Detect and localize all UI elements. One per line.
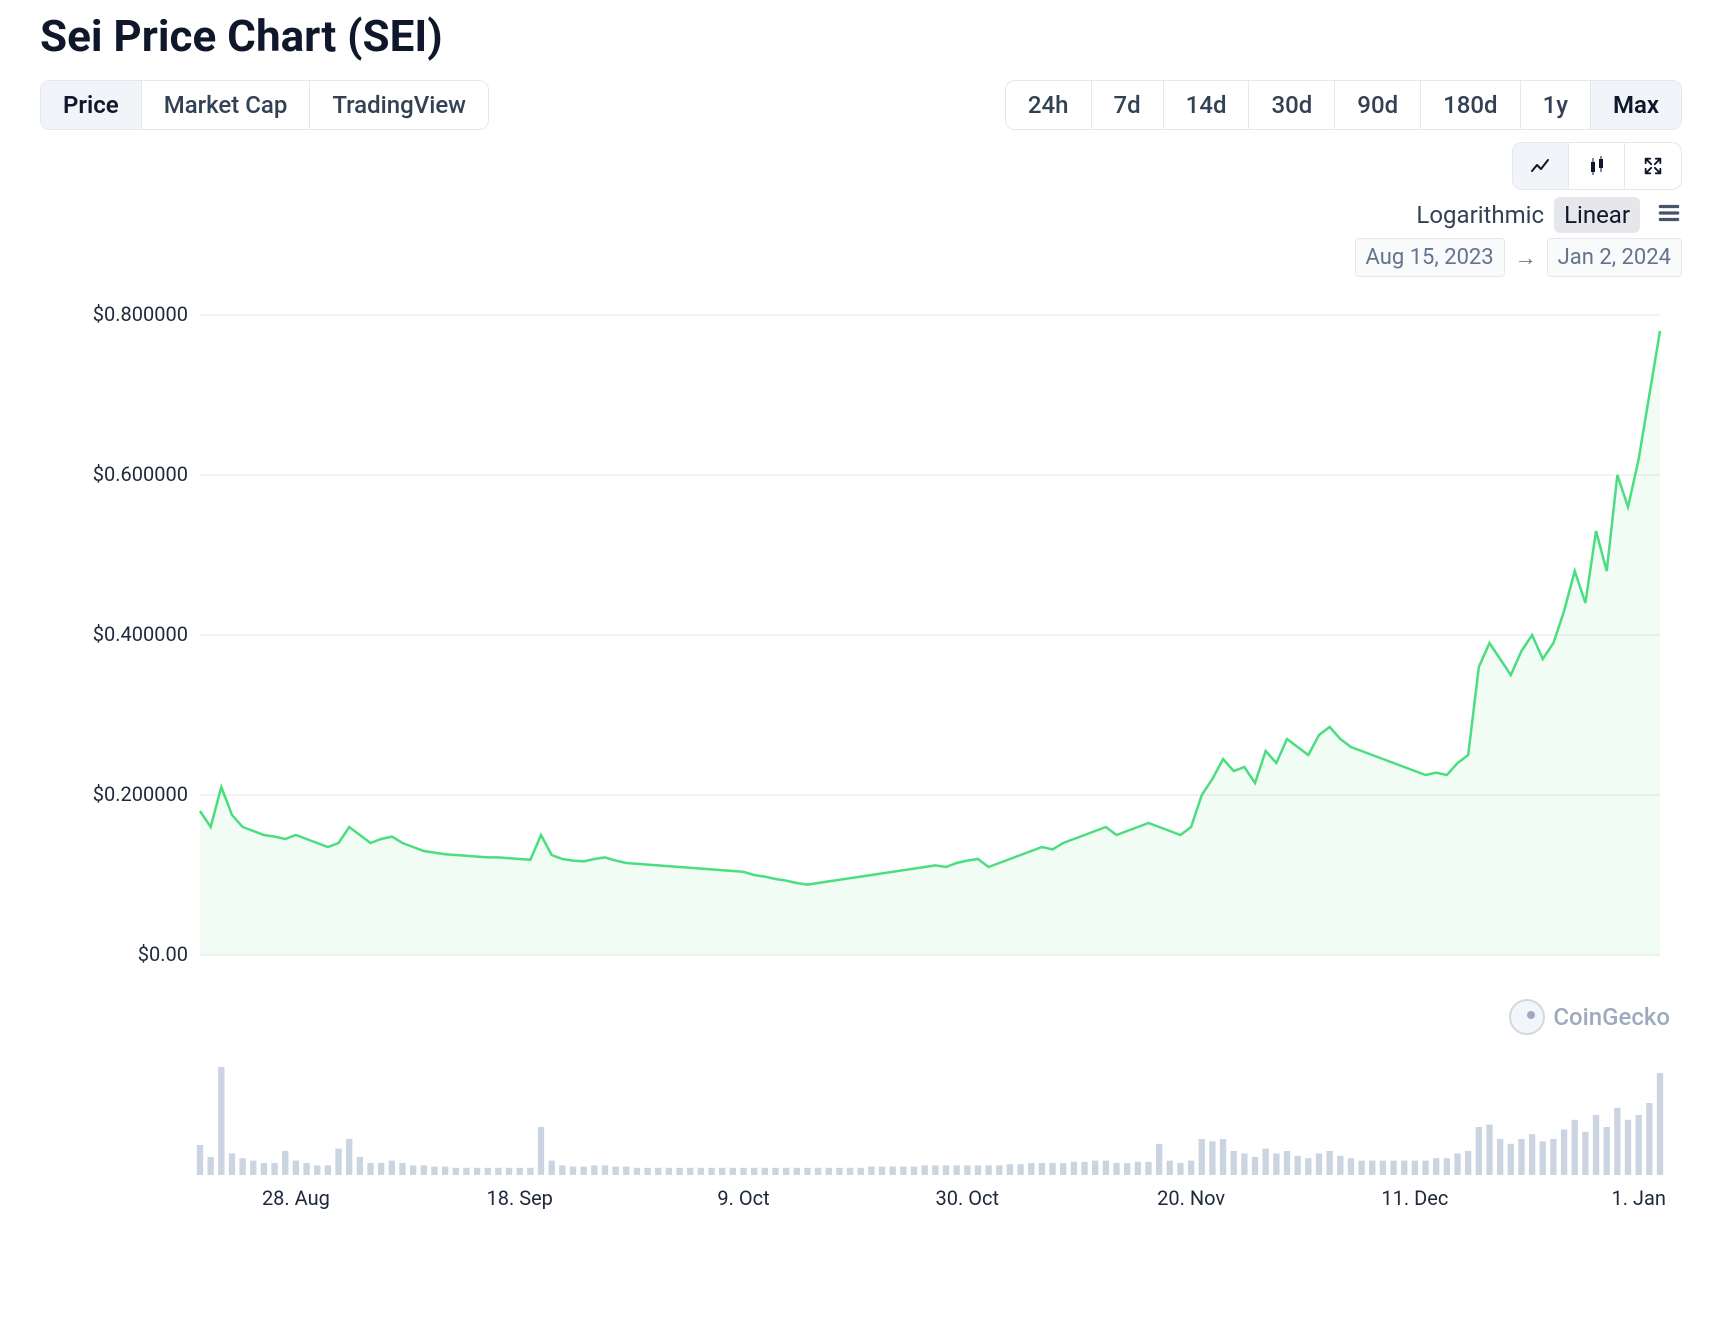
svg-text:$0.400000: $0.400000 xyxy=(93,622,188,646)
scale-linear[interactable]: Linear xyxy=(1554,197,1640,233)
price-chart[interactable]: $0.00 $0.200000 $0.400000 $0.600000 $0.80000… xyxy=(40,295,1680,1215)
range-tab-7d[interactable]: 7d xyxy=(1092,81,1164,129)
range-tab-180d[interactable]: 180d xyxy=(1421,81,1520,129)
svg-text:11. Dec: 11. Dec xyxy=(1381,1186,1448,1210)
svg-text:$0.800000: $0.800000 xyxy=(93,302,188,326)
range-tab-30d[interactable]: 30d xyxy=(1249,81,1335,129)
fullscreen-button[interactable] xyxy=(1625,143,1681,189)
chart-menu-button[interactable] xyxy=(1656,200,1682,230)
line-chart-button[interactable] xyxy=(1513,143,1569,189)
chart-container: $0.00 $0.200000 $0.400000 $0.600000 $0.80000… xyxy=(40,295,1682,1215)
watermark-text: CoinGecko xyxy=(1553,1003,1670,1031)
range-tab-24h[interactable]: 24h xyxy=(1006,81,1092,129)
range-tab-max[interactable]: Max xyxy=(1591,81,1681,129)
svg-text:$0.00: $0.00 xyxy=(138,942,188,966)
controls-row-1: PriceMarket CapTradingView 24h7d14d30d90… xyxy=(40,80,1682,130)
coingecko-logo-icon xyxy=(1509,999,1545,1035)
svg-text:30. Oct: 30. Oct xyxy=(936,1186,1000,1210)
candlestick-button[interactable] xyxy=(1569,143,1625,189)
chart-style-group xyxy=(1512,142,1682,190)
range-tab-14d[interactable]: 14d xyxy=(1164,81,1250,129)
range-tab-1y[interactable]: 1y xyxy=(1521,81,1591,129)
svg-text:28. Aug: 28. Aug xyxy=(262,1186,330,1210)
date-range-row: Aug 15, 2023 → Jan 2, 2024 xyxy=(40,238,1682,277)
svg-text:18. Sep: 18. Sep xyxy=(486,1186,552,1210)
page-title: Sei Price Chart (SEI) xyxy=(40,10,1682,62)
svg-text:9. Oct: 9. Oct xyxy=(717,1186,769,1210)
scale-logarithmic[interactable]: Logarithmic xyxy=(1406,197,1554,233)
range-tabs: 24h7d14d30d90d180d1yMax xyxy=(1005,80,1682,130)
svg-text:$0.200000: $0.200000 xyxy=(93,782,188,806)
controls-row-3: LogarithmicLinear xyxy=(40,200,1682,230)
view-tabs: PriceMarket CapTradingView xyxy=(40,80,489,130)
date-arrow-icon: → xyxy=(1515,245,1537,271)
svg-text:1. Jan: 1. Jan xyxy=(1611,1186,1665,1210)
expand-icon xyxy=(1642,155,1664,177)
date-from-input[interactable]: Aug 15, 2023 xyxy=(1355,238,1505,277)
view-tab-market-cap[interactable]: Market Cap xyxy=(142,81,311,129)
date-to-input[interactable]: Jan 2, 2024 xyxy=(1547,238,1682,277)
svg-text:$0.600000: $0.600000 xyxy=(93,462,188,486)
hamburger-icon xyxy=(1656,200,1682,226)
view-tab-tradingview[interactable]: TradingView xyxy=(310,81,488,129)
svg-text:20. Nov: 20. Nov xyxy=(1157,1186,1225,1210)
range-tab-90d[interactable]: 90d xyxy=(1335,81,1421,129)
watermark: CoinGecko xyxy=(1509,999,1670,1035)
line-chart-icon xyxy=(1529,154,1553,178)
view-tab-price[interactable]: Price xyxy=(41,81,142,129)
controls-row-2 xyxy=(40,142,1682,190)
candlestick-icon xyxy=(1585,154,1609,178)
